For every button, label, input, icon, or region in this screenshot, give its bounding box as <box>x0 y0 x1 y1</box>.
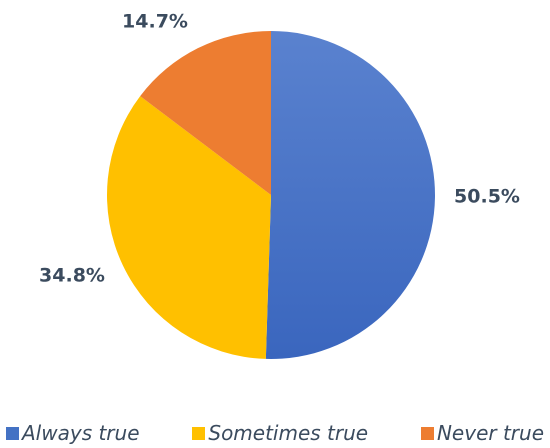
pie-slice-never-true <box>140 31 271 195</box>
legend-swatch-always-true <box>6 426 19 440</box>
pie-slice-sometimes-true <box>106 96 271 359</box>
legend-label-always-true: Always true <box>22 421 140 445</box>
legend-item-never-true: Never true <box>420 421 544 445</box>
legend-label-sometimes-true: Sometimes true <box>208 421 369 445</box>
legend-item-always-true: Always true <box>6 421 140 445</box>
legend-label-never-true: Never true <box>436 421 544 445</box>
legend: Always true Sometimes true Never true <box>0 421 550 445</box>
legend-swatch-sometimes-true <box>192 426 206 440</box>
legend-item-sometimes-true: Sometimes true <box>192 421 368 445</box>
data-label-always-true: 50.5% <box>454 186 520 208</box>
data-label-sometimes-true: 34.8% <box>39 265 105 287</box>
data-label-never-true: 14.7% <box>122 11 188 33</box>
pie-slice-always-true <box>265 31 436 360</box>
legend-swatch-never-true <box>420 426 434 440</box>
